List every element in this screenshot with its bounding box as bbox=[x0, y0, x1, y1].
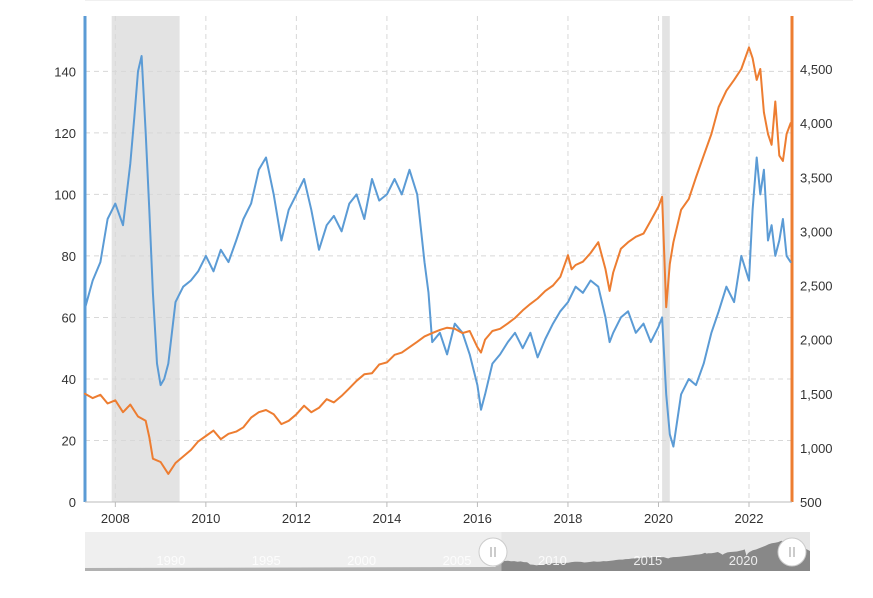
navigator-area bbox=[85, 540, 810, 571]
x-tick-label: 2018 bbox=[553, 511, 582, 526]
y-left-tick-label: 40 bbox=[62, 372, 76, 387]
y-left-tick-label: 60 bbox=[62, 310, 76, 325]
series-line-right bbox=[84, 46, 792, 475]
y-left-tick-label: 0 bbox=[69, 495, 76, 510]
navigator-outside-mask bbox=[85, 532, 502, 571]
navigator-handle-left[interactable] bbox=[478, 537, 508, 567]
y-right-tick-label: 3,000 bbox=[800, 224, 833, 239]
recession-band-0 bbox=[111, 16, 180, 502]
time-navigator[interactable]: 1990 1995 2000 2005 2010 2015 2020 bbox=[85, 532, 810, 571]
y-left-tick-label: 100 bbox=[54, 187, 76, 202]
y-right-tick-label: 2,500 bbox=[800, 279, 833, 294]
x-axis-ticks: 2008 2010 2012 2014 2016 2018 2020 2022 bbox=[101, 502, 764, 526]
gridlines bbox=[85, 16, 792, 502]
x-tick-label: 2020 bbox=[644, 511, 673, 526]
navigator-year-label: 1995 bbox=[252, 553, 281, 568]
y-right-tick-label: 2,000 bbox=[800, 333, 833, 348]
x-tick-label: 2016 bbox=[463, 511, 492, 526]
x-tick-label: 2012 bbox=[282, 511, 311, 526]
y-right-tick-label: 1,500 bbox=[800, 387, 833, 402]
y-right-tick-label: 3,500 bbox=[800, 170, 833, 185]
series-line-left bbox=[84, 55, 792, 448]
navigator-year-label: 2000 bbox=[347, 553, 376, 568]
navigator-year-label: 2005 bbox=[443, 553, 472, 568]
y-left-tick-label: 20 bbox=[62, 433, 76, 448]
y-right-tick-label: 1,000 bbox=[800, 441, 833, 456]
y-left-tick-label: 140 bbox=[54, 64, 76, 79]
y-right-tick-label: 4,500 bbox=[800, 62, 833, 77]
x-tick-label: 2022 bbox=[735, 511, 764, 526]
y-left-tick-label: 80 bbox=[62, 249, 76, 264]
x-tick-label: 2014 bbox=[372, 511, 401, 526]
right-axis-ticks: 500 1,000 1,500 2,000 2,500 3,000 3,500 4,000 4,… bbox=[800, 62, 833, 510]
navigator-labels: 1990 1995 2000 2005 2010 2015 2020 bbox=[156, 553, 757, 568]
y-right-tick-label: 4,000 bbox=[800, 116, 833, 131]
y-right-tick-label: 500 bbox=[800, 495, 822, 510]
x-tick-label: 2010 bbox=[191, 511, 220, 526]
navigator-year-label: 1990 bbox=[156, 553, 185, 568]
navigator-year-label: 2020 bbox=[729, 553, 758, 568]
recession-band-1 bbox=[662, 16, 670, 502]
y-left-tick-label: 120 bbox=[54, 126, 76, 141]
navigator-handle-right[interactable] bbox=[777, 537, 807, 567]
series-lines bbox=[84, 46, 792, 475]
x-tick-label: 2008 bbox=[101, 511, 130, 526]
navigator-year-label: 2010 bbox=[538, 553, 567, 568]
navigator-year-label: 2015 bbox=[633, 553, 662, 568]
left-axis-ticks: 0 20 40 60 80 100 120 140 bbox=[54, 64, 76, 510]
